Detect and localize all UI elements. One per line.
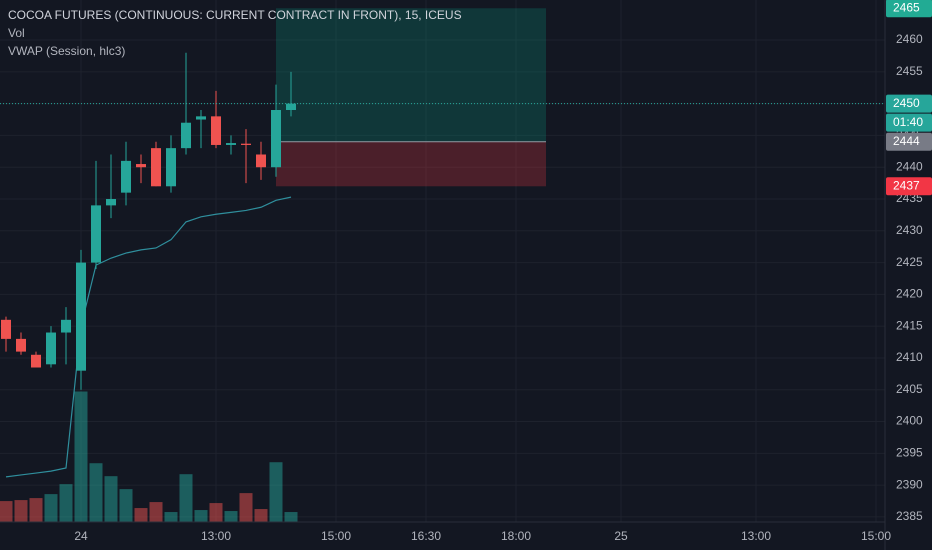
volume-bar <box>104 476 118 522</box>
countdown-tag <box>886 113 932 132</box>
volume-bar <box>44 494 58 522</box>
candle-body <box>121 160 131 193</box>
y-tick-label: 2420 <box>896 287 923 301</box>
volume-bar <box>149 502 163 522</box>
candle-body <box>166 148 176 187</box>
price-tag <box>886 132 932 151</box>
candle-body <box>151 148 161 187</box>
volume-bar <box>29 498 43 522</box>
candle-body <box>31 354 41 368</box>
candle-body <box>211 116 221 145</box>
y-tick-label: 2400 <box>896 414 923 428</box>
candle-body <box>106 199 116 206</box>
volume-bar <box>209 503 223 522</box>
volume-bar <box>164 512 178 522</box>
candle-body <box>226 143 236 145</box>
volume-bar <box>239 493 253 522</box>
y-tick-label: 2425 <box>896 255 923 269</box>
y-tick-label: 2410 <box>896 350 923 364</box>
price-tag-label: 2450 <box>893 96 920 110</box>
volume-bar <box>0 501 13 522</box>
x-tick-label: 16:30 <box>411 529 441 543</box>
volume-bar <box>194 510 208 522</box>
volume-bar <box>179 474 193 522</box>
volume-bar <box>89 463 103 522</box>
vwap-legend: VWAP (Session, hlc3) <box>8 44 125 58</box>
price-tag-label: 2437 <box>893 178 920 192</box>
x-tick-label: 25 <box>614 529 628 543</box>
x-tick-label: 24 <box>74 529 88 543</box>
price-tag-label: 2465 <box>893 0 920 14</box>
candle-body <box>196 116 206 120</box>
chart-title: COCOA FUTURES (CONTINUOUS: CURRENT CONTR… <box>8 8 462 22</box>
candle-body <box>256 154 266 168</box>
x-tick-label: 15:00 <box>321 529 351 543</box>
x-tick-label: 15:00 <box>861 529 891 543</box>
candle-body <box>76 262 86 371</box>
candle-body <box>271 109 281 168</box>
candle-body <box>16 338 26 352</box>
x-tick-label: 18:00 <box>501 529 531 543</box>
volume-bar <box>254 509 268 522</box>
candle-body <box>46 332 56 365</box>
price-tag-label: 2444 <box>893 134 920 148</box>
take-profit-zone <box>276 8 546 142</box>
volume-bar <box>74 391 88 522</box>
y-tick-label: 2460 <box>896 32 923 46</box>
y-tick-label: 2415 <box>896 318 923 332</box>
candle-body <box>286 103 296 110</box>
candle-body <box>136 164 146 168</box>
y-tick-label: 2390 <box>896 477 923 491</box>
vwap-line <box>5 196 292 478</box>
y-tick-label: 2455 <box>896 64 923 78</box>
y-tick-label: 2395 <box>896 446 923 460</box>
y-tick-label: 2405 <box>896 382 923 396</box>
candle-body <box>1 319 11 339</box>
y-tick-label: 2430 <box>896 223 923 237</box>
volume-legend: Vol <box>8 26 25 40</box>
volume-bar <box>14 500 28 522</box>
y-tick-label: 2440 <box>896 159 923 173</box>
volume-bar <box>119 489 133 522</box>
price-tag <box>886 177 932 196</box>
stop-loss-zone <box>276 141 546 187</box>
candle-body <box>91 205 101 263</box>
candle-body <box>241 143 251 145</box>
volume-bar <box>269 462 283 522</box>
candle-body <box>181 122 191 149</box>
candle-body <box>61 319 71 333</box>
volume-bar <box>224 511 238 522</box>
x-tick-label: 13:00 <box>741 529 771 543</box>
price-tag <box>886 94 932 113</box>
volume-bar <box>284 512 298 522</box>
y-tick-label: 2385 <box>896 509 923 523</box>
volume-bar <box>59 484 73 522</box>
volume-bar <box>134 508 148 522</box>
countdown-label: 01:40 <box>893 115 923 129</box>
x-tick-label: 13:00 <box>201 529 231 543</box>
price-tag <box>886 0 932 18</box>
